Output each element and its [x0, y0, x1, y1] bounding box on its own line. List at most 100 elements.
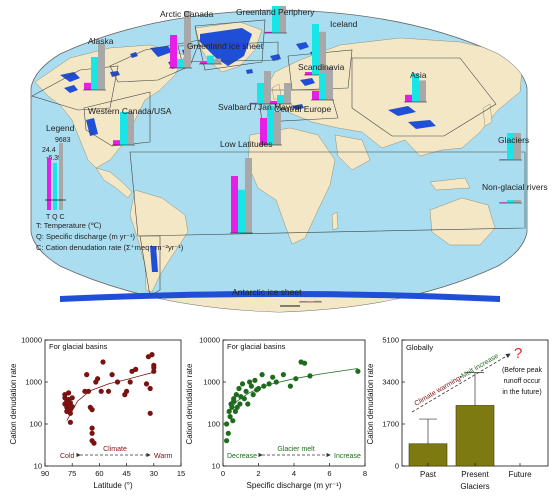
panel-b-point-10	[232, 408, 238, 414]
panel-a-point-35	[133, 366, 139, 372]
panel-a-point-30	[114, 379, 121, 385]
map-bars-western-canada-usa-bar-0	[113, 140, 120, 145]
south-america	[129, 189, 189, 293]
africa	[247, 127, 336, 245]
map-bars-central-europe	[259, 106, 282, 146]
panel-b-point-30	[273, 379, 279, 385]
map-bars-greenland-periphery-bar-2	[279, 6, 286, 33]
label-greenland-periphery: Greenland Periphery	[236, 7, 315, 17]
map-bars-western-canada-usa	[112, 112, 135, 146]
label-asia: Asia	[410, 70, 427, 80]
legend-note-q: Q: Specific discharge (m yr⁻¹)	[36, 232, 135, 241]
panel-a-point-28	[105, 388, 112, 394]
map-bars-western-canada-usa-bar-2	[127, 112, 134, 145]
map-bars-low-latitudes-bar-1	[238, 189, 245, 233]
label-svalbard: Svalbard	[218, 102, 252, 112]
panel-a-trend-line	[66, 371, 154, 421]
panel-a-point-23	[91, 440, 97, 446]
map-bars-alaska	[83, 43, 106, 91]
panel-c-ylabel: Cation denudation rate	[366, 363, 375, 445]
map-bars-western-canada-usa-bar-1	[120, 112, 127, 145]
panel-a-point-20	[89, 425, 95, 431]
panel-a-arrow-left: Cold	[60, 453, 75, 460]
legend-bar-t	[47, 158, 51, 210]
indonesia	[429, 177, 471, 191]
panel-a-point-42	[147, 410, 153, 416]
map-bars-jan-mayen	[269, 83, 292, 105]
panel-b-point-4	[227, 414, 233, 420]
label-antarctic: Antarctic ice sheet	[232, 287, 302, 297]
map-legend: Legend 9683 24.4 -6.39 T Q C T: Temperat…	[36, 123, 184, 252]
map-bars-nonglacial-bar-2	[514, 200, 521, 203]
map-bars-alaska-bar-1	[91, 57, 98, 90]
panel-b-point-7	[230, 418, 236, 424]
panel-a-points	[62, 352, 157, 446]
panel-b-point-19	[245, 401, 251, 407]
map-bars-alaska-bar-0	[84, 82, 91, 90]
panel-b-point-14	[237, 401, 243, 407]
panel-a-xtick-label-0: 90	[41, 469, 49, 478]
panel-b-point-13	[236, 385, 242, 392]
label-iceland: Iceland	[330, 19, 358, 29]
map-bars-jan-mayen-bar-1	[277, 95, 284, 104]
map-bars-arctic-canada-bar-1	[177, 59, 184, 68]
panel-a-point-39	[151, 365, 157, 371]
panel-c-category-present: Present	[461, 470, 489, 479]
legend-max-t: 24.4	[42, 147, 56, 154]
map-bars-arctic-canada-bar-2	[184, 11, 191, 68]
panel-b-point-20	[247, 379, 253, 385]
panel-a-xtick-label-2: 60	[95, 469, 103, 478]
arabia	[334, 134, 371, 171]
map-bars-scandinavia-bar-1	[319, 73, 326, 100]
panel-b-point-18	[243, 388, 249, 394]
panel-b-point-29	[270, 374, 276, 380]
panel-b-point-27	[261, 383, 267, 389]
panel-a-xtick-label-1: 75	[68, 469, 76, 478]
map-bars-low-latitudes-bar-2	[245, 158, 252, 233]
panel-b-point-17	[241, 396, 247, 402]
panel-global: Globally Cation denudation rate 0 1700 340…	[366, 336, 549, 491]
panel-c-ytick-label-2: 3400	[382, 378, 399, 387]
panel-b-yticks: 10 100 1000 10000	[199, 336, 226, 471]
panel-b-title: For glacial basins	[227, 342, 286, 351]
panel-b-xtick-label-4: 8	[363, 469, 367, 478]
panel-b-point-3	[226, 408, 232, 414]
map-bars-scandinavia	[311, 67, 334, 101]
map-bars-svalbard-bar-0	[250, 102, 257, 104]
panel-c-category-sub: Glaciers	[460, 482, 489, 491]
panel-a-xtick-label-5: 15	[177, 469, 185, 478]
map-bars-greenland-periphery-bar-1	[272, 6, 279, 33]
panel-c-note-3: in the future)	[502, 389, 541, 396]
panel-a-point-12	[67, 419, 73, 425]
map-bars-greenland-ice-sheet-bar-1	[207, 55, 214, 64]
panel-a-point-40	[151, 368, 157, 374]
panel-b-point-2	[225, 430, 231, 436]
panel-c-note-2: runoff occur	[504, 378, 542, 385]
panel-b-ytick-label-3: 10000	[199, 336, 220, 345]
panel-b-xtick-label-0: 0	[221, 469, 225, 478]
label-glaciers: Glaciers	[498, 135, 529, 145]
panel-b-arrow-text: Glacier melt	[277, 446, 314, 453]
panel-c-arrow-text-b: Melt increase	[460, 353, 499, 380]
legend-note-t: T: Temperature (℃)	[36, 221, 102, 230]
label-slash: /	[254, 102, 257, 112]
panel-c-category-past: Past	[420, 470, 437, 479]
map-bars-arctic-canada	[169, 11, 192, 69]
panel-b-xticks: 0 2 4 6 8	[221, 463, 367, 478]
map-bars-nonglacial	[499, 200, 522, 204]
map-bars-asia-bar-2	[419, 80, 426, 102]
panel-a-point-33	[127, 379, 133, 385]
legend-bar-c	[59, 143, 63, 210]
panel-c-arrow-text-a: Climate warming	[413, 375, 462, 408]
map-bars-svalbard-bar-1	[257, 83, 264, 104]
panel-a-arrow-text: Climate	[103, 446, 127, 453]
panel-a-point-14	[69, 404, 75, 410]
panel-b-ytick-label-2: 1000	[203, 378, 220, 387]
panel-a-point-16	[84, 372, 90, 378]
panel-a-point-11	[67, 410, 73, 416]
panel-a-yticks: 10 100 1000 10000	[21, 336, 48, 471]
panel-b-xlabel: Specific discharge (m yr⁻¹)	[247, 481, 342, 490]
panel-a-point-32	[124, 388, 130, 394]
panel-a-point-25	[95, 376, 101, 382]
map-bars-low-latitudes	[230, 158, 253, 234]
